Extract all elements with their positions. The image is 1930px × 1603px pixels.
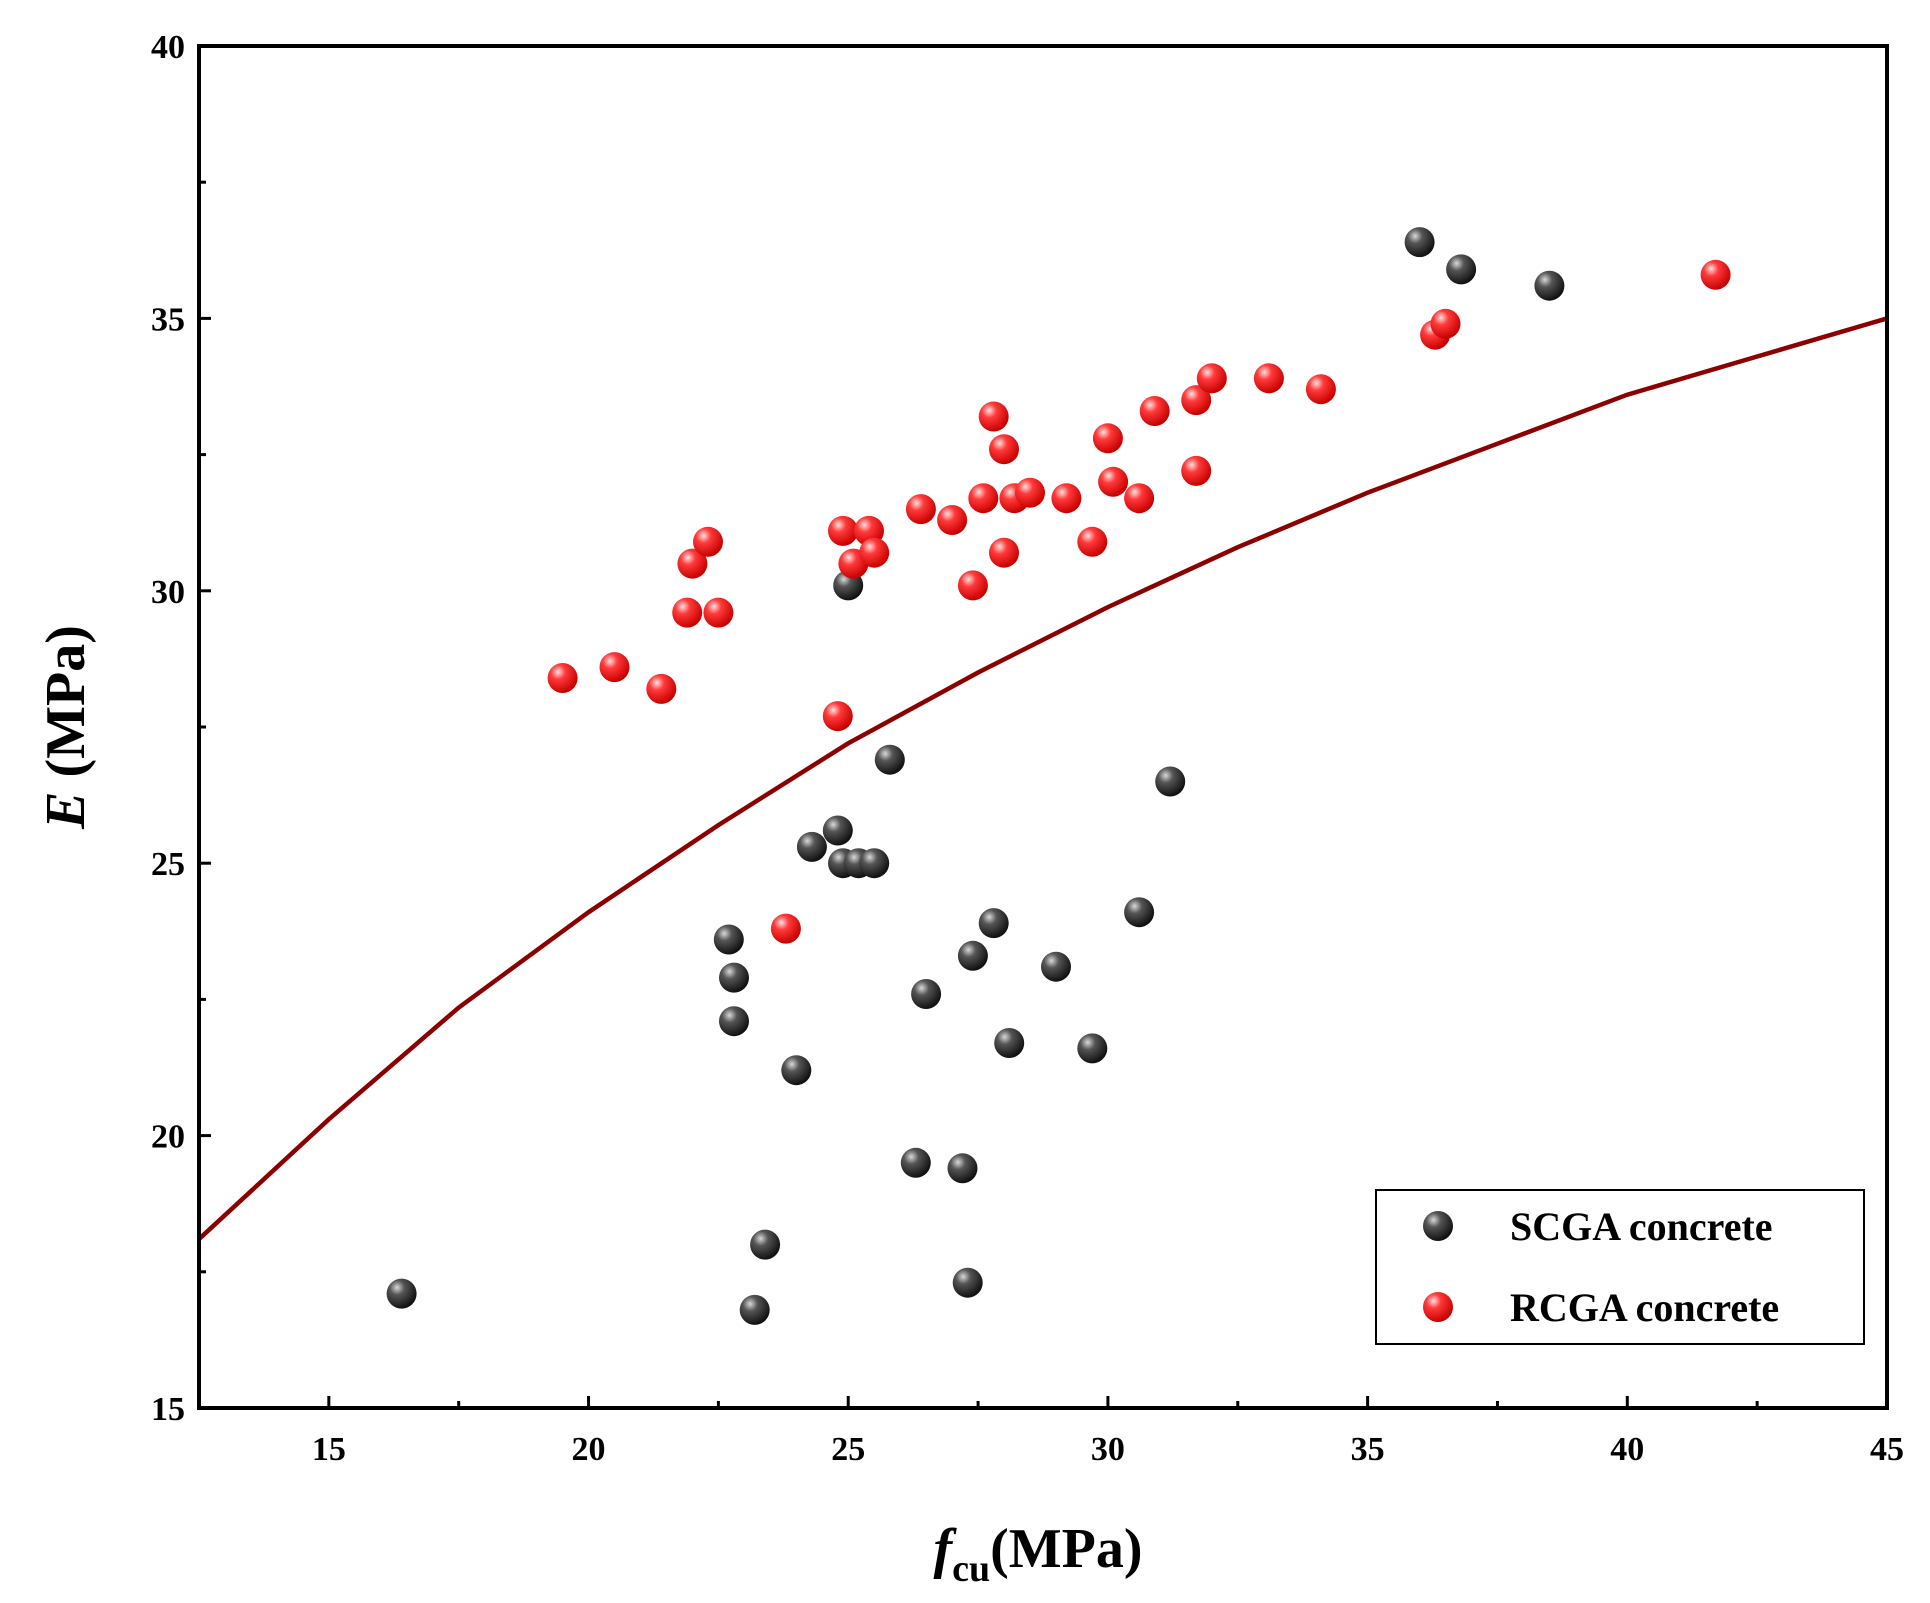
rcga-point bbox=[1092, 423, 1123, 454]
scga-point bbox=[911, 979, 942, 1009]
rcga-point bbox=[859, 537, 890, 568]
y-axis-title-unit: (MPa) bbox=[35, 625, 97, 791]
legend-marker-scga bbox=[1423, 1211, 1453, 1241]
x-tick-label: 45 bbox=[1870, 1431, 1904, 1468]
scga-point bbox=[947, 1153, 978, 1184]
scga-point bbox=[750, 1229, 781, 1260]
rcga-point bbox=[677, 548, 708, 579]
scga-point bbox=[859, 848, 890, 879]
rcga-point bbox=[1124, 483, 1155, 514]
rcga-point bbox=[978, 401, 1009, 432]
rcga-point bbox=[1196, 363, 1227, 394]
scga-point bbox=[1077, 1033, 1108, 1064]
rcga-point bbox=[1181, 385, 1212, 416]
scga-point bbox=[796, 831, 827, 862]
rcga-point bbox=[703, 597, 734, 628]
x-tick-label: 40 bbox=[1610, 1431, 1644, 1468]
y-axis-title-symbol: E bbox=[35, 792, 97, 830]
scga-point bbox=[978, 908, 1009, 939]
rcga-point bbox=[646, 673, 677, 704]
scga-point bbox=[719, 1006, 749, 1037]
rcga-point bbox=[905, 494, 936, 525]
rcga-point bbox=[968, 483, 999, 514]
x-tick-label: 25 bbox=[831, 1431, 865, 1468]
y-tick-label: 35 bbox=[151, 301, 185, 338]
y-tick-label: 30 bbox=[151, 574, 185, 611]
rcga-point bbox=[1077, 526, 1108, 557]
scga-point bbox=[386, 1278, 417, 1309]
legend-label-rcga: RCGA concrete bbox=[1510, 1285, 1779, 1330]
rcga-point bbox=[1051, 483, 1082, 514]
rcga-point bbox=[693, 526, 723, 557]
rcga-point bbox=[1430, 308, 1461, 339]
rcga-point bbox=[672, 597, 703, 628]
x-tick-label: 20 bbox=[572, 1431, 606, 1468]
y-tick-label: 25 bbox=[151, 846, 185, 883]
scga-point bbox=[713, 924, 744, 955]
scga-point bbox=[994, 1028, 1025, 1058]
scga-point bbox=[1446, 254, 1477, 285]
x-axis-title: fcu(MPa) bbox=[933, 1518, 1142, 1590]
x-axis-title-unit: (MPa) bbox=[990, 1518, 1142, 1580]
scga-point bbox=[952, 1267, 983, 1298]
scga-point bbox=[1041, 951, 1071, 982]
x-axis-ticks: 15 20 25 30 35 40 45 bbox=[312, 1396, 1904, 1468]
y-axis-ticks: 15 20 25 30 35 40 bbox=[151, 29, 211, 1428]
rcga-point bbox=[1181, 455, 1212, 486]
scga-point bbox=[822, 815, 853, 846]
rcga-point bbox=[1098, 466, 1129, 497]
rcga-point bbox=[1253, 363, 1284, 394]
y-tick-label: 20 bbox=[151, 1119, 185, 1156]
y-tick-label: 40 bbox=[151, 29, 185, 66]
rcga-point bbox=[770, 913, 801, 944]
legend-label-scga: SCGA concrete bbox=[1510, 1204, 1773, 1249]
rcga-point bbox=[1305, 374, 1336, 405]
rcga-point bbox=[547, 663, 578, 693]
scga-point bbox=[1534, 270, 1565, 301]
rcga-point bbox=[828, 515, 858, 546]
fit-curve-line bbox=[199, 316, 1887, 1241]
scga-point bbox=[1155, 766, 1186, 797]
rcga-point bbox=[1139, 396, 1170, 426]
y-tick-label: 15 bbox=[151, 1391, 185, 1428]
legend: SCGA concrete RCGA concrete bbox=[1375, 1189, 1865, 1345]
scga-point bbox=[1124, 897, 1155, 928]
rcga-point bbox=[599, 652, 630, 683]
rcga-point bbox=[989, 434, 1019, 465]
y-axis-title: E (MPa) bbox=[35, 625, 97, 830]
rcga-point bbox=[1015, 477, 1045, 508]
rcga-point bbox=[1700, 259, 1731, 290]
scga-point bbox=[781, 1055, 812, 1086]
scga-point bbox=[957, 940, 988, 971]
x-tick-label: 35 bbox=[1351, 1431, 1385, 1468]
rcga-point bbox=[822, 701, 853, 732]
data-points-layer bbox=[386, 227, 1731, 1325]
scga-point bbox=[900, 1147, 931, 1178]
legend-marker-rcga bbox=[1423, 1292, 1453, 1322]
legend-box bbox=[1375, 1189, 1865, 1345]
rcga-point bbox=[989, 537, 1019, 568]
rcga-point bbox=[937, 505, 968, 535]
scga-point bbox=[1404, 227, 1435, 258]
x-tick-label: 30 bbox=[1091, 1431, 1125, 1468]
fit-curve-layer bbox=[199, 316, 1887, 1241]
rcga-point bbox=[957, 570, 988, 601]
scga-point bbox=[719, 962, 749, 993]
x-tick-label: 15 bbox=[312, 1431, 346, 1468]
scga-point bbox=[739, 1294, 770, 1325]
x-axis-title-subscript: cu bbox=[952, 1548, 990, 1590]
scga-point bbox=[874, 744, 905, 775]
